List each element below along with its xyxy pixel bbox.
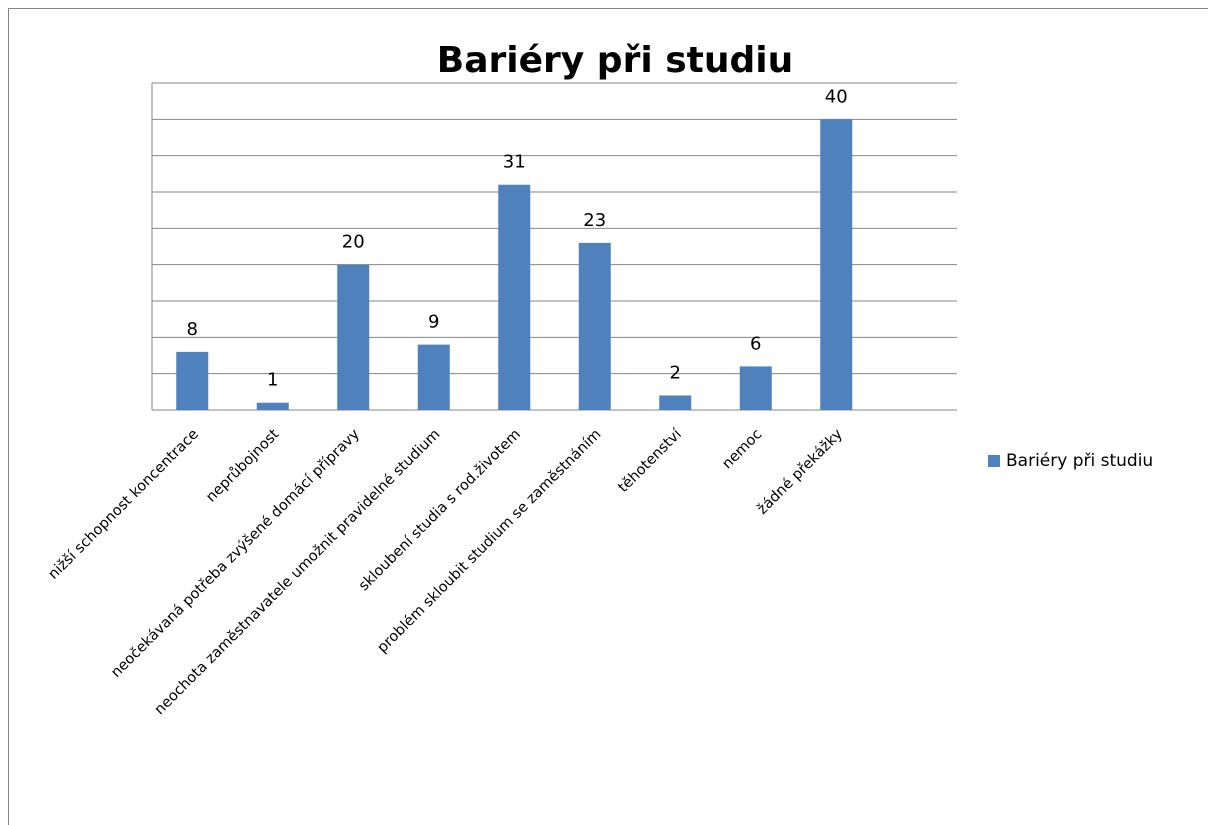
data-label: 31: [503, 152, 526, 173]
bar: [256, 402, 289, 410]
chart-frame: [8, 8, 1208, 825]
bar: [417, 344, 450, 410]
chart-title: Bariéry při studiu: [437, 40, 793, 81]
bar: [337, 264, 370, 410]
data-label: 20: [342, 232, 365, 253]
data-label: 6: [750, 333, 761, 354]
data-label: 2: [670, 362, 681, 383]
bar: [820, 119, 853, 410]
data-label: 23: [583, 210, 606, 231]
bar: [659, 395, 692, 410]
legend-label: Bariéry při studiu: [1006, 451, 1153, 471]
data-label: 9: [428, 312, 439, 333]
legend-swatch: [988, 455, 1000, 467]
bar: [498, 184, 531, 410]
data-label: 40: [825, 86, 848, 107]
bar: [176, 351, 209, 410]
bar: [578, 242, 611, 410]
data-label: 8: [187, 319, 198, 340]
bar: [739, 366, 772, 410]
data-label: 1: [267, 370, 278, 391]
